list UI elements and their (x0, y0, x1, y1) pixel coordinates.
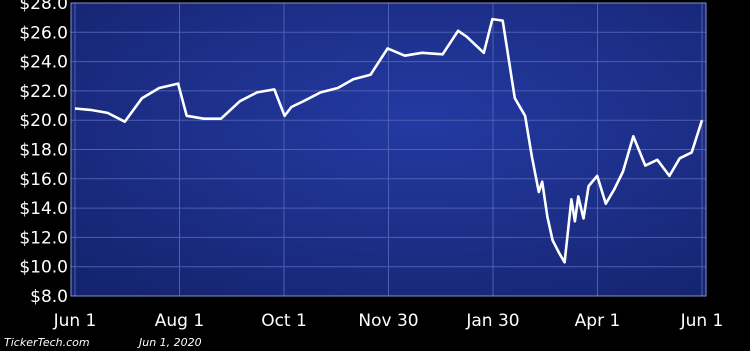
x-tick-label: Jun 1 (680, 311, 724, 331)
y-tick-label: $12.0 (19, 228, 68, 248)
x-tick-label: Apr 1 (575, 311, 621, 331)
x-tick-label: Oct 1 (261, 311, 307, 331)
plot-border (70, 2, 707, 297)
y-tick-label: $24.0 (19, 53, 68, 73)
y-axis: $28.0 $26.0 $24.0 $22.0 $20.0 $18.0 $16.0 $14.0… (19, 0, 68, 307)
date-label: Jun 1, 2020 (137, 336, 202, 349)
price-line (74, 17, 704, 264)
x-axis: Jun 1 Aug 1 Oct 1 Nov 30 Jan 30 Apr 1 Jun 1 (53, 311, 724, 331)
y-tick-label: $16.0 (19, 170, 68, 190)
y-tick-label: $22.0 (19, 82, 68, 102)
grid-lines (70, 2, 707, 297)
x-tick-label: Jun 1 (53, 311, 97, 331)
y-tick-label: $10.0 (19, 258, 68, 278)
y-tick-label: $26.0 (19, 23, 68, 43)
y-tick-label: $28.0 (19, 0, 68, 14)
x-tick-label: Nov 30 (358, 311, 418, 331)
y-tick-label: $20.0 (19, 111, 68, 131)
y-tick-label: $14.0 (19, 199, 68, 219)
x-tick-label: Jan 30 (465, 311, 519, 331)
y-tick-label: $8.0 (30, 287, 68, 307)
y-tick-label: $18.0 (19, 141, 68, 161)
x-tick-label: Aug 1 (155, 311, 204, 331)
footer: TickerTech.com Jun 1, 2020 (4, 336, 202, 349)
source-label: TickerTech.com (4, 336, 90, 349)
